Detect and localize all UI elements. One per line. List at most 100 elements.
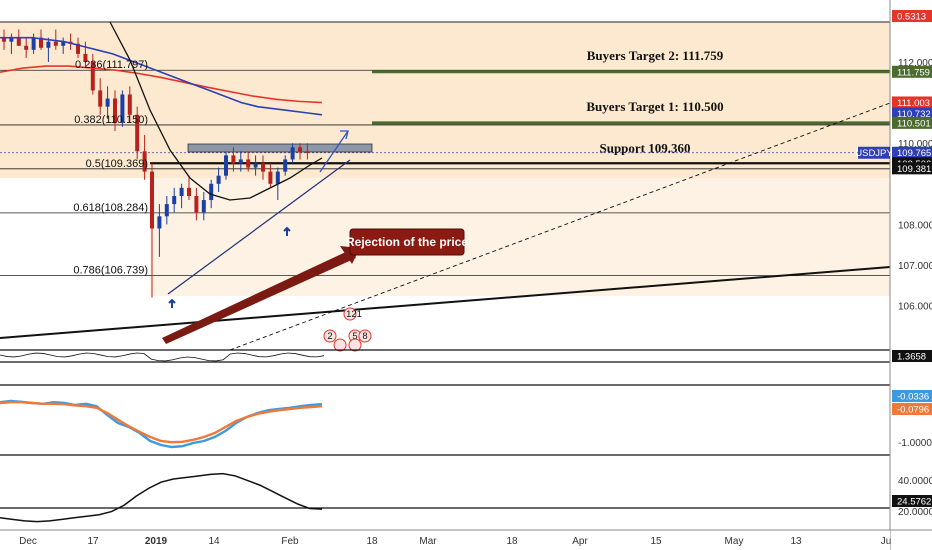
event-count: 121 (346, 309, 362, 320)
time-tick: 13 (790, 536, 802, 547)
candle (238, 159, 243, 164)
indicator-3-line (0, 472, 323, 523)
event-flag-icon[interactable] (343, 307, 357, 321)
dashed-trendline (229, 102, 891, 351)
indicator-3-value: 24.5762 (897, 497, 931, 508)
candle (305, 151, 310, 153)
symbol-badge[interactable] (858, 146, 890, 159)
time-tick: Ju (881, 536, 892, 547)
fib-label: 0.382(110.150) (74, 114, 148, 126)
indicator-panes (0, 349, 890, 523)
target-labels: Buyers Target 2: 111.759 Buyers Target 1:… (586, 48, 723, 155)
time-tick: 17 (87, 536, 99, 547)
indicator-3-tick: 40.0000 (898, 476, 932, 487)
projection-arrowhead (340, 130, 349, 140)
event-count: 2 (327, 331, 332, 342)
price-tick: 110.000 (898, 139, 932, 150)
price-badge-label: 0.5313 (897, 12, 926, 23)
candle (268, 171, 273, 184)
candle (179, 187, 184, 196)
candle (201, 200, 206, 213)
price-badge-label: 109.765 (897, 148, 931, 159)
time-tick: 2019 (145, 536, 168, 547)
time-tick: Mar (419, 536, 437, 547)
time-tick: 18 (366, 536, 378, 547)
up-arrow-icon (168, 298, 176, 308)
candle (113, 98, 117, 123)
candle (9, 37, 14, 42)
price-badge-label: 110.732 (897, 109, 931, 120)
ascending-trendline (167, 159, 351, 295)
candle (253, 163, 258, 168)
indicator-2-value: -0.0336 (897, 392, 929, 403)
indicator-1-badge (892, 350, 932, 362)
price-tick: 107.000 (898, 261, 932, 272)
price-badge (892, 116, 932, 129)
rejection-box (349, 228, 465, 256)
candle (164, 204, 169, 217)
candle (275, 171, 280, 184)
fib-label: 0.236(111.797) (75, 59, 148, 71)
price-badge-label: 111.759 (897, 67, 930, 78)
candlesticks (2, 29, 310, 298)
candle (209, 183, 214, 201)
event-flag-icon[interactable] (358, 329, 372, 343)
price-badge (892, 146, 932, 159)
indicator-1-line (0, 352, 325, 362)
lower-zone (150, 178, 890, 296)
candle (98, 90, 103, 107)
price-badge (892, 162, 932, 175)
price-badge-label: 111.003 (897, 98, 930, 109)
fib-label: 0.5(109.369) (86, 158, 148, 170)
symbol-badge-label: USDJPY (855, 148, 893, 159)
target-label: Buyers Target 2: 111.759 (587, 48, 724, 63)
ma-mid-line (0, 36, 323, 116)
rejection-arrow (162, 250, 356, 344)
candle (83, 53, 88, 62)
event-count: 5 (352, 331, 357, 342)
upper-zone (0, 22, 890, 178)
long-trendline (0, 266, 891, 339)
indicator-2-blue-line (0, 399, 323, 449)
price-badge (892, 107, 932, 120)
candle (246, 159, 251, 168)
time-tick: Apr (572, 536, 588, 547)
ma-fast-line (109, 21, 323, 201)
candle (16, 37, 21, 46)
price-axis[interactable] (890, 0, 932, 550)
horizontal-levels (0, 21, 890, 276)
candle (231, 155, 236, 164)
candle (172, 195, 177, 205)
support-label: Support 109.360 (599, 140, 690, 155)
candle (76, 43, 80, 54)
indicator-1-value: 1.3658 (897, 352, 926, 363)
time-tick: 14 (208, 536, 220, 547)
candle (261, 163, 265, 172)
price-tick: 108.000 (898, 220, 932, 231)
fib-label: 0.786(106.739) (73, 265, 148, 277)
price-badge-label: 110.501 (897, 118, 931, 129)
ma-slow-line (0, 65, 323, 104)
time-axis-labels: Dec 17 2019 14 Feb 18 Mar 18 Apr 15 May 13 Ju (19, 536, 891, 547)
up-arrow-icon (283, 226, 291, 236)
price-badge (892, 96, 932, 109)
price-tick: 112.000 (898, 58, 932, 69)
candle (39, 37, 43, 48)
candle (216, 175, 221, 184)
candle (142, 151, 147, 172)
indicator-3-badge (892, 495, 932, 507)
time-tick: Feb (281, 536, 299, 547)
time-tick: 18 (506, 536, 518, 547)
price-badge (892, 10, 932, 22)
candle (187, 187, 191, 196)
indicator-2-orange-line (0, 401, 323, 444)
event-flag-icon[interactable] (348, 338, 362, 352)
candle (150, 171, 154, 229)
candle (135, 114, 140, 152)
event-flag-icon[interactable] (323, 329, 337, 343)
time-axis[interactable] (0, 530, 890, 550)
event-flag-icon[interactable] (333, 338, 347, 352)
indicator-2-badge (892, 403, 932, 415)
fib-label: 0.618(108.284) (73, 202, 148, 214)
